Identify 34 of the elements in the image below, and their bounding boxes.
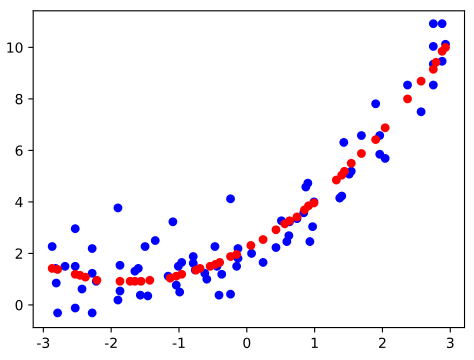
point [428, 64, 438, 74]
y-tick-label: 8 [16, 94, 23, 104]
point [432, 58, 440, 67]
point [380, 123, 390, 132]
point [116, 276, 124, 286]
x-tick-label: 1 [312, 338, 318, 348]
point [357, 149, 366, 158]
point [81, 272, 90, 282]
y-tick-label: 4 [15, 197, 23, 208]
point [215, 258, 224, 267]
point [272, 225, 280, 234]
point [196, 264, 204, 273]
y-tick-label: 6 [16, 145, 23, 156]
point [177, 270, 186, 279]
point [403, 94, 412, 104]
y-tick-label: 10 [7, 42, 23, 53]
point [246, 241, 256, 250]
x-tick-label: 3 [446, 338, 454, 348]
x-tick-label: -1 [172, 338, 185, 348]
point [258, 235, 268, 244]
point [145, 276, 154, 285]
x-tick-label: 2 [379, 338, 386, 348]
y-tick-label: 0 [16, 300, 23, 310]
y-tick-label: 2 [16, 248, 22, 259]
x-tick-label: -3 [37, 338, 50, 348]
x-tick-label: 0 [243, 338, 250, 348]
point [416, 76, 426, 86]
point [232, 250, 242, 259]
point [332, 176, 341, 184]
x-tick-label: -2 [104, 338, 117, 348]
point [441, 42, 450, 52]
point [371, 135, 380, 144]
point [346, 158, 356, 168]
point [340, 166, 349, 176]
